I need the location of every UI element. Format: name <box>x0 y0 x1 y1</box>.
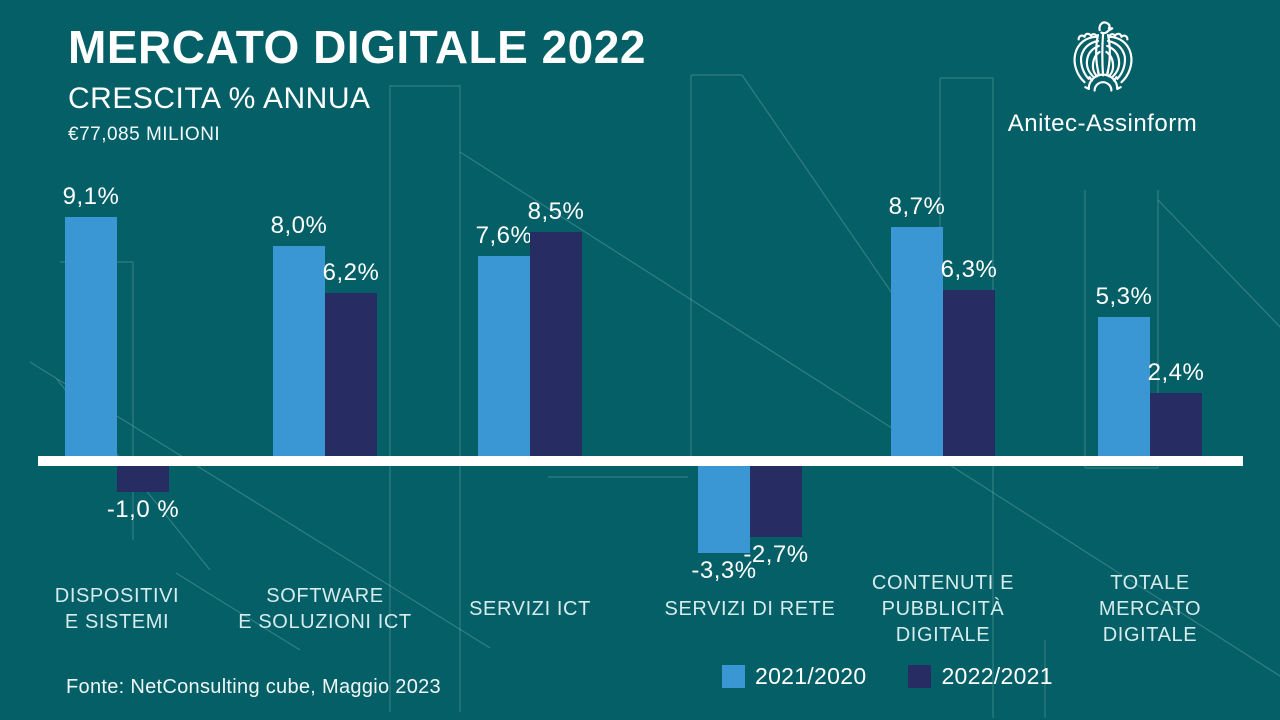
bar-2021-2020-cat1 <box>273 246 325 456</box>
source-note: Fonte: NetConsulting cube, Maggio 2023 <box>66 676 441 698</box>
bar-2022-2021-cat0 <box>117 466 169 492</box>
bar-2021-2020-cat4 <box>891 227 943 456</box>
total-market-value: €77,085 MILIONI <box>68 124 221 145</box>
value-label-2022-2021-cat2: 8,5% <box>527 198 585 225</box>
category-label-1: SOFTWARE E SOLUZIONI ICT <box>238 585 412 633</box>
category-label-5: TOTALE MERCATO DIGITALE <box>1098 572 1202 646</box>
page-subtitle: CRESCITA % ANNUA <box>68 82 371 115</box>
bar-2022-2021-cat2 <box>530 232 582 456</box>
legend-swatch-2022-2021 <box>908 665 932 688</box>
value-label-2022-2021-cat0: -1,0 % <box>106 496 180 523</box>
value-label-2022-2021-cat5: 2,4% <box>1147 359 1205 386</box>
value-label-2022-2021-cat4: 6,3% <box>940 256 998 283</box>
bar-2021-2020-cat3 <box>698 466 750 553</box>
legend-label-2021-2020: 2021/2020 <box>755 663 867 689</box>
brand-name: Anitec-Assinform <box>1007 110 1198 137</box>
bar-2021-2020-cat2 <box>478 256 530 456</box>
legend: 2021/2020 2022/2021 <box>722 663 1053 690</box>
confindustria-eagle-icon <box>1073 21 1132 92</box>
logo: Anitec-Assinform <box>990 18 1215 138</box>
value-label-2021-2020-cat3: -3,3% <box>691 557 757 584</box>
value-label-2022-2021-cat1: 6,2% <box>322 259 380 286</box>
zero-axis-line <box>38 456 1243 466</box>
value-label-2022-2021-cat3: -2,7% <box>743 541 809 568</box>
legend-swatch-2021-2020 <box>722 665 745 688</box>
legend-label-2022-2021: 2022/2021 <box>941 663 1053 689</box>
bar-2022-2021-cat4 <box>943 290 995 456</box>
value-label-2021-2020-cat2: 7,6% <box>475 222 533 249</box>
bar-2022-2021-cat1 <box>325 293 377 456</box>
bar-2022-2021-cat3 <box>750 466 802 537</box>
bar-2022-2021-cat5 <box>1150 393 1202 456</box>
category-label-2: SERVIZI ICT <box>469 598 591 620</box>
bar-2021-2020-cat5 <box>1098 317 1150 456</box>
value-label-2021-2020-cat1: 8,0% <box>270 212 328 239</box>
category-label-3: SERVIZI DI RETE <box>664 598 836 620</box>
legend-item-2021-2020: 2021/2020 <box>722 663 866 690</box>
value-label-2021-2020-cat0: 9,1% <box>62 183 120 210</box>
legend-item-2022-2021: 2022/2021 <box>908 663 1053 690</box>
page-title: MERCATO DIGITALE 2022 <box>68 21 646 73</box>
bar-2021-2020-cat0 <box>65 217 117 456</box>
value-label-2021-2020-cat4: 8,7% <box>888 193 946 220</box>
category-label-4: CONTENUTI E PUBBLICITÀ DIGITALE <box>871 572 1015 646</box>
category-label-0: DISPOSITIVI E SISTEMI <box>54 585 180 633</box>
header: MERCATO DIGITALE 2022 CRESCITA % ANNUA €… <box>68 20 646 146</box>
value-label-2021-2020-cat5: 5,3% <box>1095 283 1153 310</box>
